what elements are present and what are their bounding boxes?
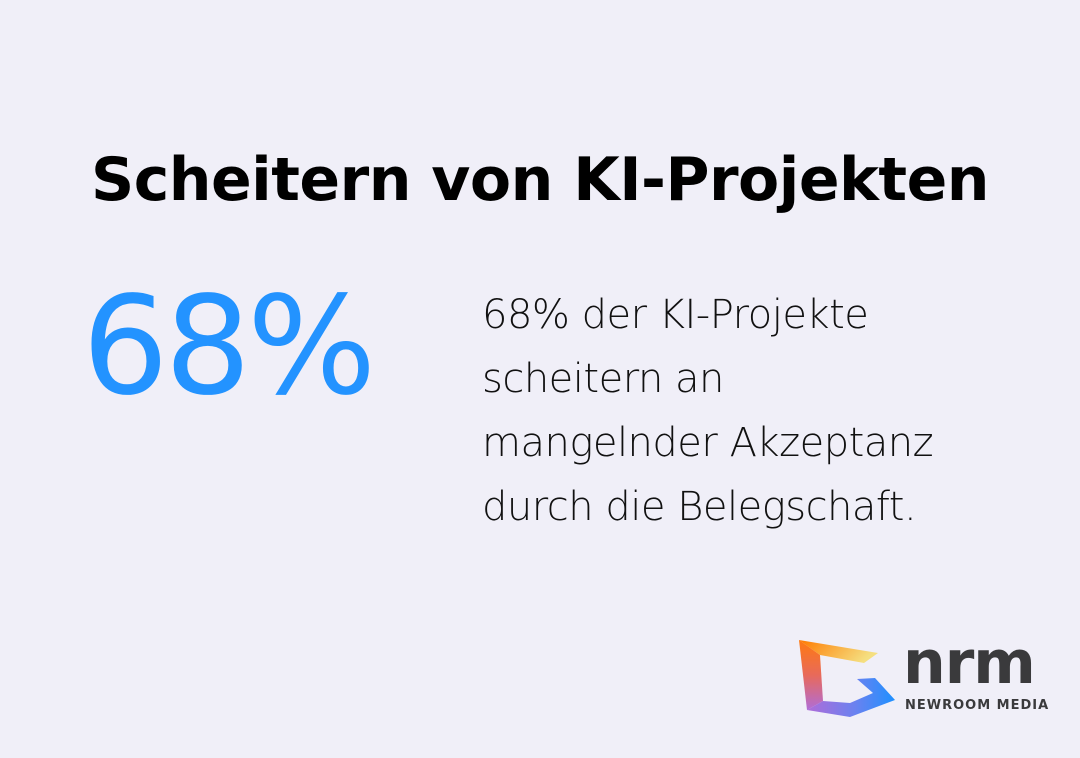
description-line: scheitern an [482, 356, 724, 402]
brand-subtitle: NEWROOM MEDIA [905, 698, 1050, 713]
description-line: durch die Belegschaft. [482, 484, 917, 530]
description-line: 68% der KI-Projekte [482, 292, 869, 338]
stat-description: 68% der KI-Projekte scheitern an mangeln… [482, 283, 1042, 539]
brand-name: nrm [903, 628, 1036, 698]
nrm-g-logo-icon [799, 640, 895, 717]
stat-value: 68% [82, 268, 376, 426]
brand-logo: nrm NEWROOM MEDIA [795, 630, 1055, 730]
description-line: mangelnder Akzeptanz [482, 420, 934, 466]
page-title: Scheitern von KI-Projekten [90, 145, 990, 216]
